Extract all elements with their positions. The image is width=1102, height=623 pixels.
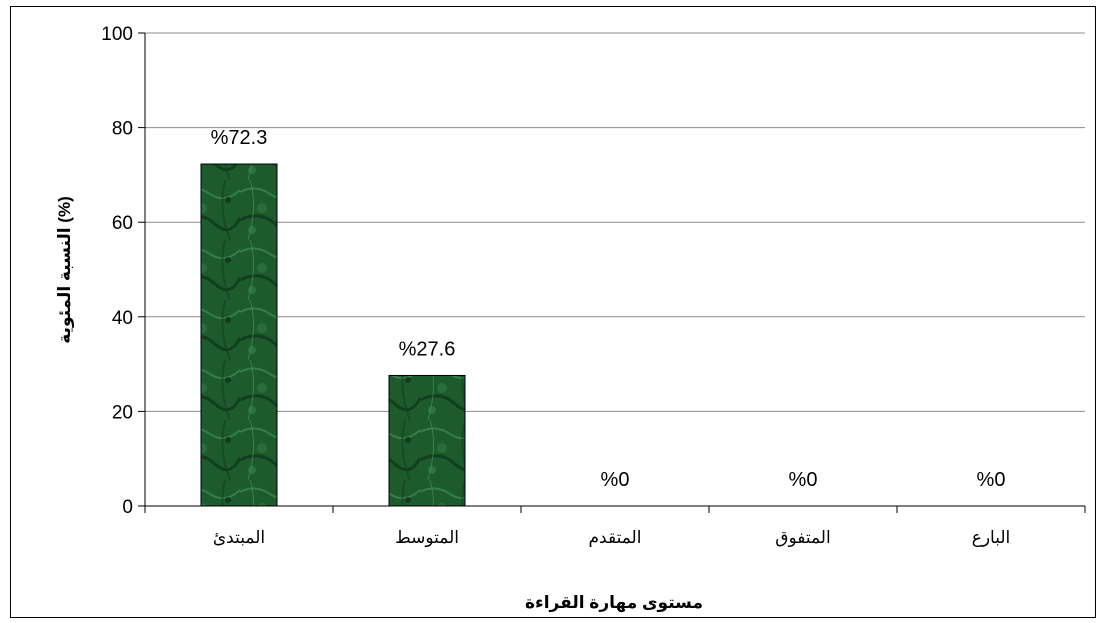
- y-tick-label: 80: [112, 119, 133, 140]
- y-axis-title: النسبة المئوية (%): [55, 196, 75, 344]
- data-label: %0: [977, 469, 1006, 491]
- chart-frame: [10, 6, 1096, 618]
- y-tick-label: 60: [112, 213, 133, 234]
- bar: [388, 374, 466, 507]
- x-tick-label: المتفوق: [775, 528, 830, 547]
- y-tick-label: 40: [112, 308, 133, 329]
- x-tick-label: البارع: [972, 528, 1011, 548]
- y-tick-label: 0: [122, 497, 133, 518]
- x-tick-label: المتوسط: [395, 528, 459, 547]
- data-label: %72.3: [211, 127, 268, 149]
- data-label: %0: [789, 469, 818, 491]
- bar: [200, 163, 278, 507]
- x-tick-label: المتقدم: [589, 528, 642, 547]
- data-label: %0: [601, 469, 630, 491]
- y-tick-label: 100: [101, 24, 133, 45]
- data-label: %27.6: [399, 338, 456, 360]
- x-axis-title: مستوى مهارة القراءة: [525, 593, 703, 613]
- x-tick-label: المبتدئ: [213, 528, 265, 547]
- y-tick-label: 20: [112, 402, 133, 423]
